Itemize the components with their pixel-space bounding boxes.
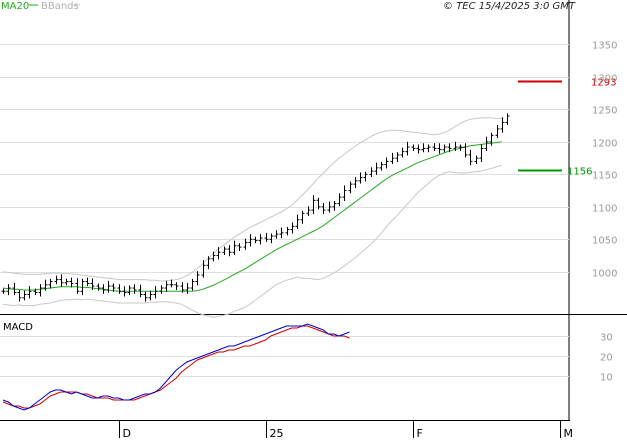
ma-layer <box>3 142 502 291</box>
price-y-tick-label: 1050 <box>592 236 617 247</box>
x-tick-label: F <box>417 427 423 440</box>
price-y-tick-label: 1250 <box>592 106 617 117</box>
price-y-tick-label: 1150 <box>592 171 617 182</box>
bb-legend: BBands <box>41 1 79 12</box>
ma20-line <box>3 142 502 291</box>
price-y-tick-label: 1000 <box>592 269 617 280</box>
macd-y-tick-label: 10 <box>600 373 613 384</box>
macd-title: MACD <box>3 322 33 333</box>
x-tick-label: D <box>123 427 131 440</box>
macd-y-tick-label: 20 <box>600 353 613 364</box>
x-tick-label: 25 <box>270 427 284 440</box>
price-y-tick-label: 1300 <box>592 74 617 85</box>
copyright-label: © TEC 15/4/2025 3:0 GMT <box>443 1 576 12</box>
bbands-lower-line <box>3 165 502 317</box>
support-label: 1156 <box>567 167 592 178</box>
macd-y-tick-label: 30 <box>600 333 613 344</box>
price-y-tick-label: 1200 <box>592 139 617 150</box>
macd-signal-line <box>3 326 350 408</box>
axis-layer: 1350 1300 1250 1200 1150 1100 1050 1000 30 20 10 D 2… <box>120 41 627 441</box>
ma-legend: MA20 <box>1 1 29 12</box>
price-y-tick-label: 1100 <box>592 204 617 215</box>
x-tick-label: M <box>564 427 574 440</box>
price-y-tick-label: 1350 <box>592 41 617 52</box>
